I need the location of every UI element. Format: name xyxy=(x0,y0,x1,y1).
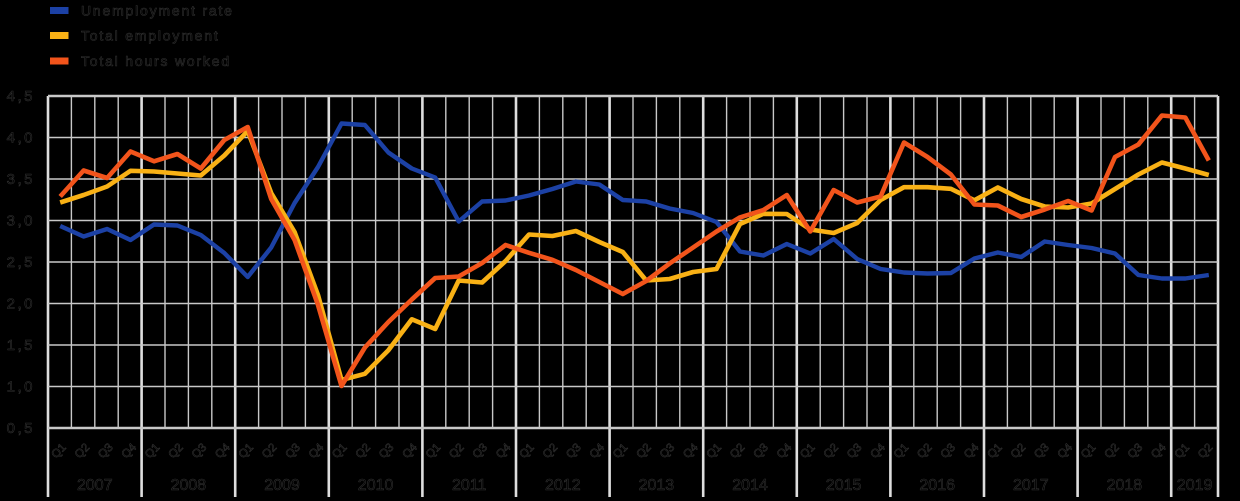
svg-text:0,5: 0,5 xyxy=(7,420,35,437)
svg-text:3,0: 3,0 xyxy=(7,213,35,230)
svg-text:2017: 2017 xyxy=(1013,477,1049,494)
svg-text:2013: 2013 xyxy=(639,477,675,494)
svg-text:3,5: 3,5 xyxy=(7,171,35,188)
svg-text:2010: 2010 xyxy=(358,477,394,494)
svg-text:1,0: 1,0 xyxy=(7,379,35,396)
svg-text:Total hours worked: Total hours worked xyxy=(81,53,231,69)
svg-text:2015: 2015 xyxy=(826,477,862,494)
svg-text:1,5: 1,5 xyxy=(7,337,35,354)
svg-text:Total employment: Total employment xyxy=(81,28,220,44)
svg-text:2007: 2007 xyxy=(77,477,113,494)
svg-text:2,5: 2,5 xyxy=(7,254,35,271)
svg-text:2014: 2014 xyxy=(732,477,768,494)
svg-text:2009: 2009 xyxy=(264,477,300,494)
svg-text:Unemployment rate: Unemployment rate xyxy=(81,3,234,19)
svg-text:4,0: 4,0 xyxy=(7,130,35,147)
svg-text:2018: 2018 xyxy=(1107,477,1143,494)
svg-text:2,0: 2,0 xyxy=(7,296,35,313)
svg-text:4,5: 4,5 xyxy=(7,88,35,105)
svg-text:2016: 2016 xyxy=(919,477,955,494)
svg-text:2019: 2019 xyxy=(1177,477,1213,494)
svg-text:2012: 2012 xyxy=(545,477,581,494)
svg-text:2011: 2011 xyxy=(452,477,487,494)
svg-text:2008: 2008 xyxy=(171,477,207,494)
